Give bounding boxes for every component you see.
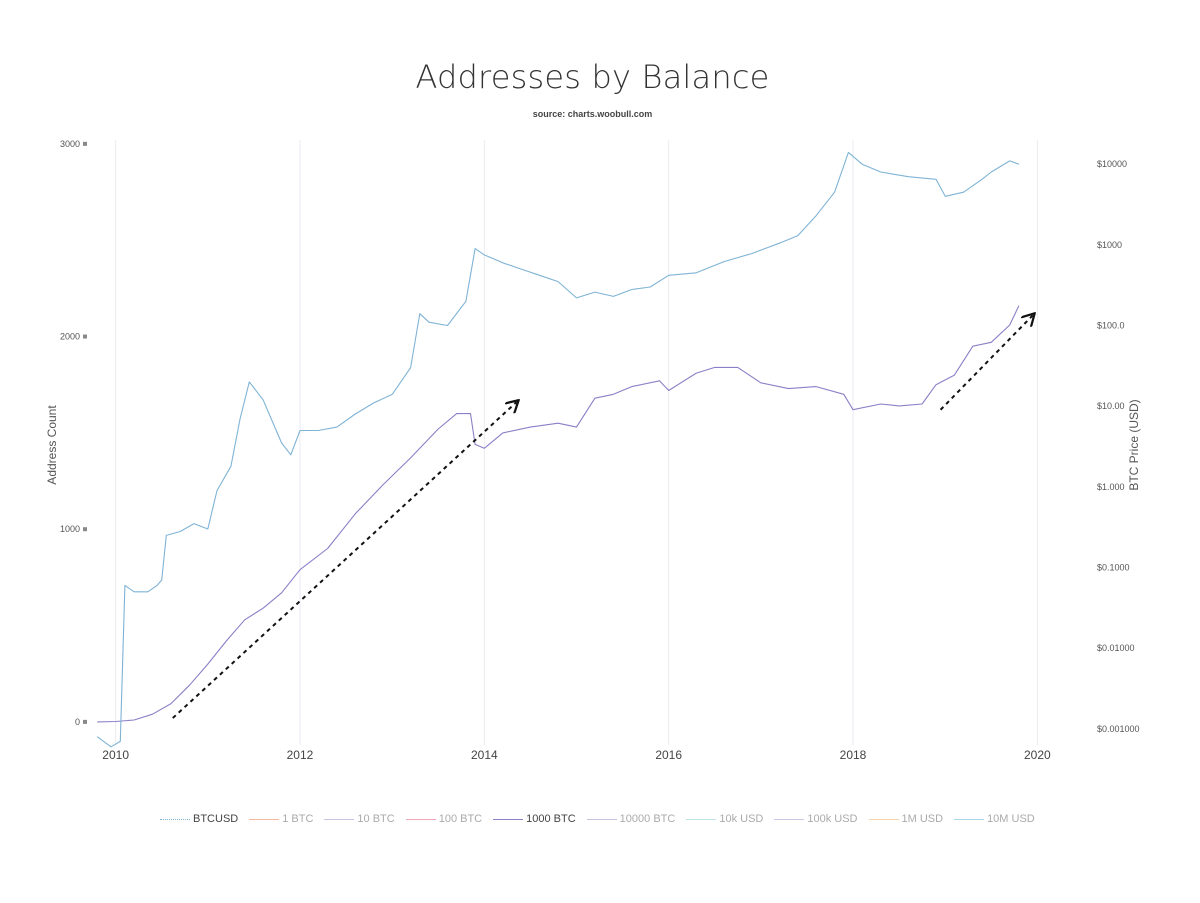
- y-tick-mark: [83, 527, 87, 532]
- legend-item-1-btc[interactable]: 1 BTC: [249, 813, 313, 825]
- legend-item-100-btc[interactable]: 100 BTC: [405, 813, 483, 825]
- legend-label: BTCUSD: [193, 813, 239, 825]
- y2-tick-label: $10.00: [1097, 401, 1125, 411]
- legend-item-1000-btc[interactable]: 1000 BTC: [493, 813, 576, 825]
- legend-item-10-btc[interactable]: 10 BTC: [324, 813, 395, 825]
- y2-axis-title: BTC Price (USD): [1127, 399, 1141, 490]
- legend-label: 100k USD: [807, 813, 858, 825]
- dashed-arrow: [939, 315, 1033, 411]
- y-tick-label: 0: [75, 717, 80, 727]
- y2-tick-label: $0.1000: [1097, 563, 1130, 573]
- legend-label: 10k USD: [719, 813, 764, 825]
- x-tick-label: 2020: [1024, 748, 1051, 762]
- legend-swatch: [160, 818, 190, 820]
- legend-label: 10 BTC: [357, 813, 395, 825]
- legend-swatch: [954, 818, 985, 820]
- legend-label: 1000 BTC: [526, 813, 576, 825]
- legend-label: 1M USD: [901, 813, 944, 825]
- legend-item-10000-btc[interactable]: 10000 BTC: [586, 813, 676, 825]
- y-tick-label: 1000: [60, 524, 80, 534]
- y-axis-title: Address Count: [45, 405, 59, 485]
- legend-swatch: [686, 818, 717, 820]
- legend-swatch: [586, 818, 617, 820]
- legend-label: 100 BTC: [438, 813, 483, 825]
- legend-item-btcusd[interactable]: BTCUSD: [160, 813, 238, 825]
- y-tick-label: 3000: [60, 139, 80, 149]
- x-tick-label: 2010: [102, 748, 129, 762]
- dashed-arrow: [172, 402, 517, 719]
- series-line-1000-btc: [97, 305, 1020, 723]
- y2-tick-label: $0.001000: [1097, 724, 1140, 734]
- x-tick-label: 2014: [471, 748, 498, 762]
- legend-label: 10000 BTC: [619, 813, 676, 825]
- y-tick-mark: [83, 334, 87, 339]
- legend-swatch: [868, 818, 899, 820]
- legend: BTCUSD 1 BTC 10 BTC 100 BTC 1000 BTC 10000 BT…: [160, 810, 1046, 828]
- legend-swatch: [324, 818, 355, 820]
- y-tick-label: 2000: [60, 332, 80, 342]
- chart-subtitle: source: charts.woobull.com: [532, 109, 653, 119]
- y2-tick-label: $1000: [1097, 240, 1122, 250]
- x-tick-label: 2018: [840, 748, 867, 762]
- chart-title: Addresses by Balance: [415, 58, 770, 96]
- legend-swatch: [774, 818, 805, 820]
- x-tick-label: 2016: [655, 748, 682, 762]
- legend-item-10m-usd[interactable]: 10M USD: [954, 813, 1035, 825]
- legend-swatch: [249, 818, 280, 820]
- series-line-btcusd: [96, 151, 1020, 748]
- legend-label: 10M USD: [987, 813, 1035, 825]
- y2-tick-label: $0.01000: [1097, 643, 1135, 653]
- y-tick-mark: [83, 141, 87, 146]
- legend-item-10k-usd[interactable]: 10k USD: [686, 813, 763, 825]
- legend-swatch: [493, 818, 524, 820]
- x-tick-label: 2012: [287, 748, 314, 762]
- legend-item-100k-usd[interactable]: 100k USD: [774, 813, 858, 825]
- y2-tick-label: $1.000: [1097, 482, 1125, 492]
- y-tick-mark: [83, 719, 87, 724]
- legend-swatch: [405, 818, 436, 820]
- y2-tick-label: $100.0: [1097, 321, 1125, 331]
- legend-item-1m-usd[interactable]: 1M USD: [868, 813, 944, 825]
- y2-tick-label: $10000: [1097, 159, 1127, 169]
- legend-label: 1 BTC: [282, 813, 314, 825]
